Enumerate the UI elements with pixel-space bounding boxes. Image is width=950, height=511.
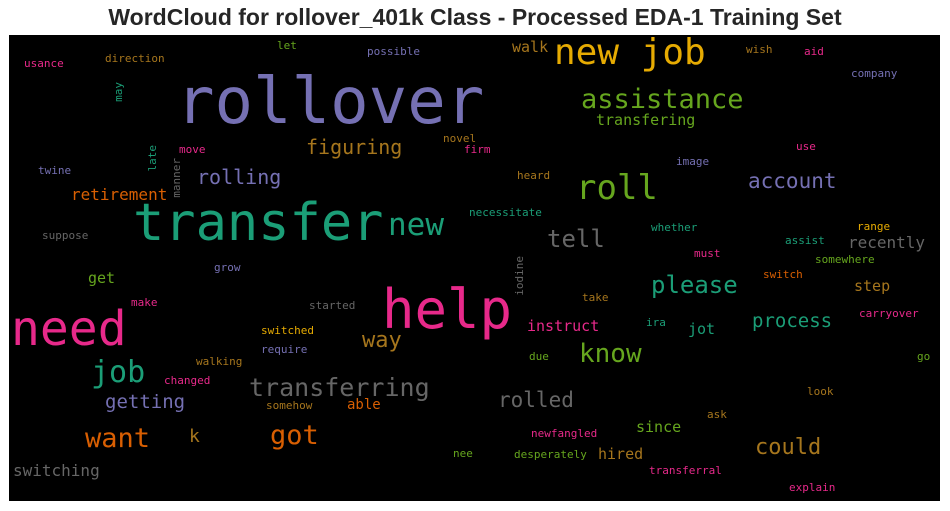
word-want: want bbox=[85, 423, 151, 454]
word-job: job bbox=[91, 355, 146, 390]
word-step: step bbox=[854, 277, 891, 295]
word-new: new bbox=[388, 207, 444, 243]
word-figuring: figuring bbox=[306, 135, 403, 159]
word-able: able bbox=[347, 397, 381, 413]
word-wish: wish bbox=[746, 43, 773, 56]
word-assistance: assistance bbox=[581, 84, 744, 115]
word-transfering: transfering bbox=[596, 111, 696, 129]
word-heard: heard bbox=[517, 169, 551, 182]
word-could: could bbox=[755, 435, 822, 460]
word-must: must bbox=[694, 247, 721, 260]
word-retirement: retirement bbox=[71, 185, 168, 204]
word-late: late bbox=[146, 145, 159, 172]
word-somewhere: somewhere bbox=[815, 253, 875, 266]
word-transfer: transfer bbox=[133, 193, 384, 253]
word-direction: direction bbox=[105, 52, 165, 65]
word-company: company bbox=[851, 67, 898, 80]
word-walk: walk bbox=[512, 38, 549, 56]
word-process: process bbox=[752, 310, 833, 332]
word-help: help bbox=[382, 278, 513, 341]
word-carryover: carryover bbox=[859, 307, 919, 320]
word-instruct: instruct bbox=[527, 317, 600, 335]
word-changed: changed bbox=[164, 374, 211, 387]
word-started: started bbox=[309, 299, 356, 312]
word-k: k bbox=[189, 426, 200, 447]
word-rolling: rolling bbox=[197, 165, 282, 189]
word-since: since bbox=[636, 418, 682, 436]
word-switch: switch bbox=[763, 268, 803, 281]
word-require: require bbox=[261, 343, 308, 356]
word-recently: recently bbox=[848, 233, 926, 252]
word-firm: firm bbox=[464, 143, 491, 156]
word-transferring: transferring bbox=[249, 373, 430, 402]
word-new-job: new job bbox=[554, 35, 706, 73]
word-use: use bbox=[796, 140, 816, 153]
word-twine: twine bbox=[38, 164, 72, 177]
word-switching: switching bbox=[13, 461, 100, 480]
word-may: may bbox=[112, 82, 125, 102]
word-make: make bbox=[131, 296, 158, 309]
chart-title: WordCloud for rollover_401k Class - Proc… bbox=[108, 4, 842, 30]
word-tell: tell bbox=[547, 225, 605, 253]
word-move: move bbox=[179, 143, 206, 156]
word-switched: switched bbox=[261, 324, 314, 337]
word-somehow: somehow bbox=[266, 399, 313, 412]
word-aid: aid bbox=[804, 45, 824, 58]
word-look: look bbox=[807, 385, 834, 398]
word-due: due bbox=[529, 350, 549, 363]
word-nee: nee bbox=[453, 447, 473, 460]
word-way: way bbox=[362, 328, 402, 353]
word-usance: usance bbox=[24, 57, 64, 70]
word-roll: roll bbox=[576, 168, 658, 208]
word-know: know bbox=[579, 339, 642, 369]
word-whether: whether bbox=[651, 221, 698, 234]
word-manner: manner bbox=[170, 158, 183, 198]
word-image: image bbox=[676, 155, 710, 168]
word-cloud: rollover new job transfer help need assistanc… bbox=[9, 35, 940, 501]
word-got: got bbox=[270, 420, 319, 451]
word-getting: getting bbox=[105, 391, 186, 413]
word-please: please bbox=[651, 271, 738, 299]
word-hired: hired bbox=[598, 445, 644, 463]
word-get: get bbox=[88, 269, 116, 287]
word-explain: explain bbox=[789, 481, 836, 494]
word-walking: walking bbox=[196, 355, 243, 368]
word-take: take bbox=[582, 291, 609, 304]
word-need: need bbox=[11, 301, 127, 357]
word-transferral: transferral bbox=[649, 464, 722, 477]
word-necessitate: necessitate bbox=[469, 206, 542, 219]
word-ira: ira bbox=[646, 316, 666, 329]
word-novel: novel bbox=[443, 132, 477, 145]
word-newfangled: newfangled bbox=[531, 427, 598, 440]
word-rollover: rollover bbox=[176, 65, 485, 139]
word-let: let bbox=[277, 39, 297, 52]
word-jot: jot bbox=[688, 320, 716, 338]
word-desperately: desperately bbox=[514, 448, 587, 461]
word-suppose: suppose bbox=[42, 229, 89, 242]
word-rolled: rolled bbox=[498, 388, 574, 412]
word-range: range bbox=[857, 220, 891, 233]
word-grow: grow bbox=[214, 261, 241, 274]
word-iodine: iodine bbox=[513, 256, 526, 296]
word-possible: possible bbox=[367, 45, 420, 58]
word-ask: ask bbox=[707, 408, 727, 421]
word-account: account bbox=[748, 169, 837, 193]
word-assist: assist bbox=[785, 234, 825, 247]
word-go: go bbox=[917, 350, 931, 363]
